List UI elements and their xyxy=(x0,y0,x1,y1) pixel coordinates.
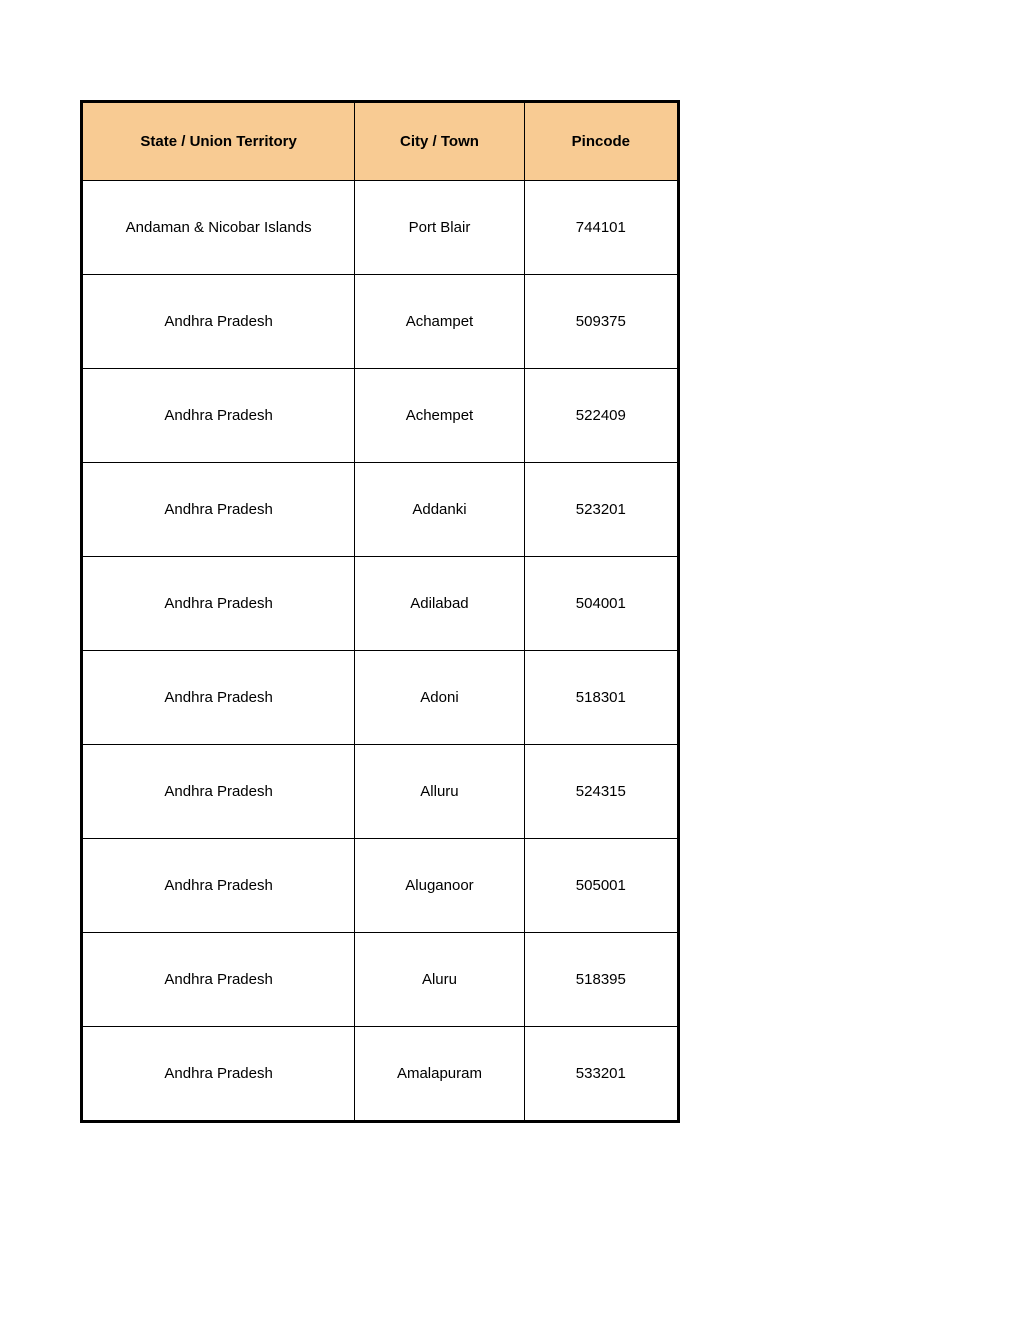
cell-state: Andaman & Nicobar Islands xyxy=(82,181,355,275)
cell-pincode: 744101 xyxy=(524,181,678,275)
cell-city: Adoni xyxy=(355,651,524,745)
cell-city: Aluru xyxy=(355,933,524,1027)
cell-state: Andhra Pradesh xyxy=(82,369,355,463)
table-row: Andhra Pradesh Adoni 518301 xyxy=(82,651,679,745)
cell-city: Achempet xyxy=(355,369,524,463)
cell-state: Andhra Pradesh xyxy=(82,557,355,651)
cell-pincode: 518395 xyxy=(524,933,678,1027)
cell-city: Alluru xyxy=(355,745,524,839)
table-row: Andhra Pradesh Alluru 524315 xyxy=(82,745,679,839)
cell-pincode: 522409 xyxy=(524,369,678,463)
column-header-state: State / Union Territory xyxy=(82,102,355,181)
cell-pincode: 523201 xyxy=(524,463,678,557)
cell-city: Port Blair xyxy=(355,181,524,275)
table-header: State / Union Territory City / Town Pinc… xyxy=(82,102,679,181)
cell-state: Andhra Pradesh xyxy=(82,463,355,557)
cell-state: Andhra Pradesh xyxy=(82,839,355,933)
table-row: Andaman & Nicobar Islands Port Blair 744… xyxy=(82,181,679,275)
cell-pincode: 504001 xyxy=(524,557,678,651)
table-row: Andhra Pradesh Achempet 522409 xyxy=(82,369,679,463)
cell-state: Andhra Pradesh xyxy=(82,1027,355,1122)
cell-pincode: 505001 xyxy=(524,839,678,933)
cell-state: Andhra Pradesh xyxy=(82,933,355,1027)
cell-city: Addanki xyxy=(355,463,524,557)
table-body: Andaman & Nicobar Islands Port Blair 744… xyxy=(82,181,679,1122)
cell-pincode: 509375 xyxy=(524,275,678,369)
table-row: Andhra Pradesh Aluru 518395 xyxy=(82,933,679,1027)
cell-state: Andhra Pradesh xyxy=(82,275,355,369)
cell-pincode: 524315 xyxy=(524,745,678,839)
table-row: Andhra Pradesh Addanki 523201 xyxy=(82,463,679,557)
table-header-row: State / Union Territory City / Town Pinc… xyxy=(82,102,679,181)
cell-city: Amalapuram xyxy=(355,1027,524,1122)
table-row: Andhra Pradesh Achampet 509375 xyxy=(82,275,679,369)
column-header-city: City / Town xyxy=(355,102,524,181)
pincode-table: State / Union Territory City / Town Pinc… xyxy=(80,100,680,1123)
cell-city: Achampet xyxy=(355,275,524,369)
table-row: Andhra Pradesh Aluganoor 505001 xyxy=(82,839,679,933)
cell-pincode: 533201 xyxy=(524,1027,678,1122)
table-row: Andhra Pradesh Adilabad 504001 xyxy=(82,557,679,651)
table-row: Andhra Pradesh Amalapuram 533201 xyxy=(82,1027,679,1122)
column-header-pincode: Pincode xyxy=(524,102,678,181)
cell-state: Andhra Pradesh xyxy=(82,745,355,839)
cell-city: Adilabad xyxy=(355,557,524,651)
cell-city: Aluganoor xyxy=(355,839,524,933)
cell-pincode: 518301 xyxy=(524,651,678,745)
cell-state: Andhra Pradesh xyxy=(82,651,355,745)
